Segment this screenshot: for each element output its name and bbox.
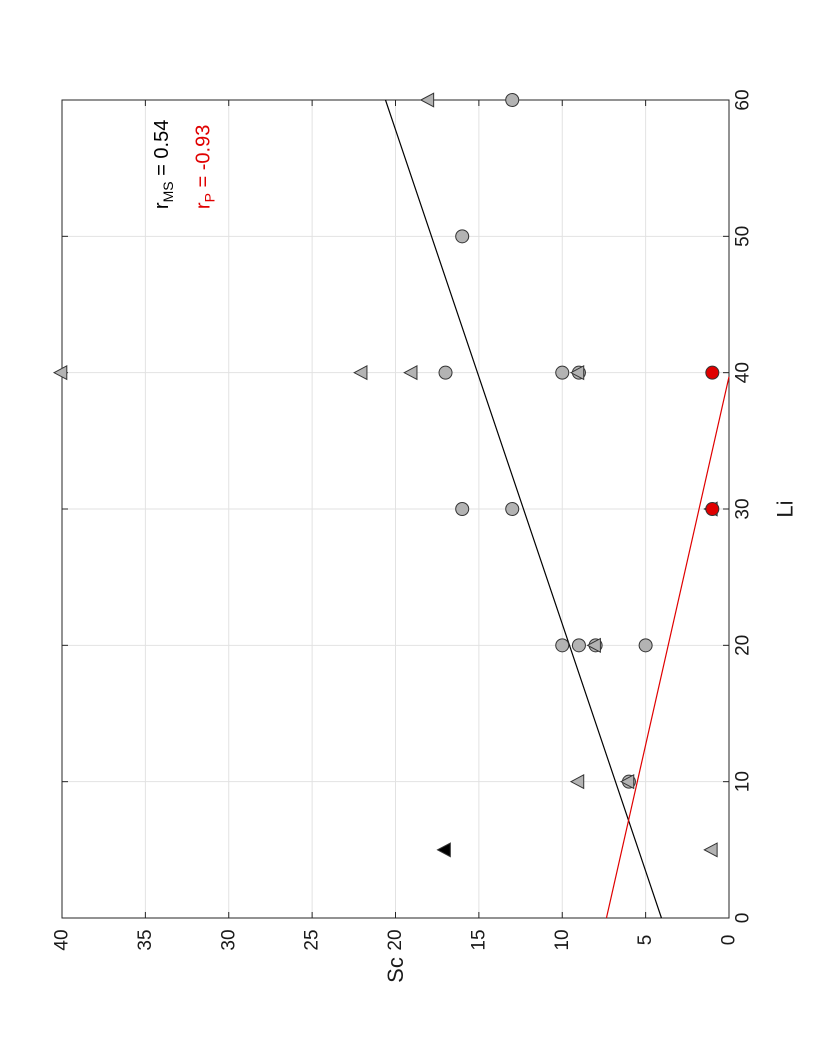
data-point-triangle	[703, 842, 718, 858]
data-point-circle	[438, 365, 453, 380]
data-point-circle	[705, 502, 720, 516]
tick-label-sc: 20	[385, 929, 406, 950]
correlation-annotation: rP = -0.93	[193, 125, 218, 209]
tick-label-sc: 15	[468, 929, 489, 950]
data-point-circle	[705, 365, 720, 380]
data-point-triangle	[569, 365, 585, 381]
annotation-r: r	[193, 202, 215, 209]
tick-label-sc: 35	[135, 929, 156, 950]
data-point-triangle	[52, 365, 68, 381]
annotation-r: r	[151, 202, 173, 209]
correlation-annotation: rMS = 0.54	[151, 120, 176, 209]
tick-label-li: 50	[733, 226, 754, 247]
tick-label-li: 10	[733, 771, 754, 792]
annotation-value: = -0.93	[193, 125, 215, 193]
tick-label-li: 30	[733, 498, 754, 519]
annotation-value: = 0.54	[151, 120, 173, 182]
tick-label-sc: 10	[552, 929, 573, 950]
data-point-circle	[455, 229, 470, 244]
tick-label-li: 0	[733, 913, 754, 924]
regression-line	[384, 99, 663, 919]
data-point-circle	[638, 638, 653, 653]
tick-label-sc: 30	[218, 929, 239, 950]
data-point-circle	[505, 502, 520, 516]
data-point-triangle	[419, 92, 435, 108]
regression-line	[605, 376, 730, 919]
tick-label-li: 60	[733, 89, 754, 110]
tick-label-li: 20	[733, 635, 754, 656]
tick-label-sc: 40	[52, 929, 73, 950]
y-axis-label: Sc	[383, 957, 408, 983]
grid	[61, 99, 730, 919]
annotation-subscript: P	[202, 193, 218, 202]
data-point-triangle	[569, 774, 585, 790]
data-point-circle	[555, 365, 570, 380]
data-point-triangle	[436, 842, 451, 858]
x-axis-label: Li	[773, 500, 798, 517]
data-point-triangle	[403, 365, 418, 381]
data-point-circle	[455, 502, 470, 516]
data-point-triangle	[586, 637, 601, 653]
data-markers	[52, 92, 720, 858]
annotation-subscript: MS	[160, 181, 176, 202]
data-point-triangle	[619, 774, 635, 790]
tick-label-sc: 25	[302, 929, 323, 950]
data-point-circle	[555, 638, 570, 653]
fit-lines	[384, 99, 730, 919]
tick-label-sc: 0	[719, 935, 740, 946]
data-point-circle	[571, 638, 586, 653]
data-point-circle	[505, 93, 520, 107]
tick-label-li: 40	[733, 362, 754, 383]
tick-label-sc: 5	[635, 935, 656, 946]
data-point-triangle	[353, 365, 368, 381]
axis-ticks: 0 10 20 30 40 50 60 0 5 10 15 20 25 30 35 40	[52, 89, 754, 950]
